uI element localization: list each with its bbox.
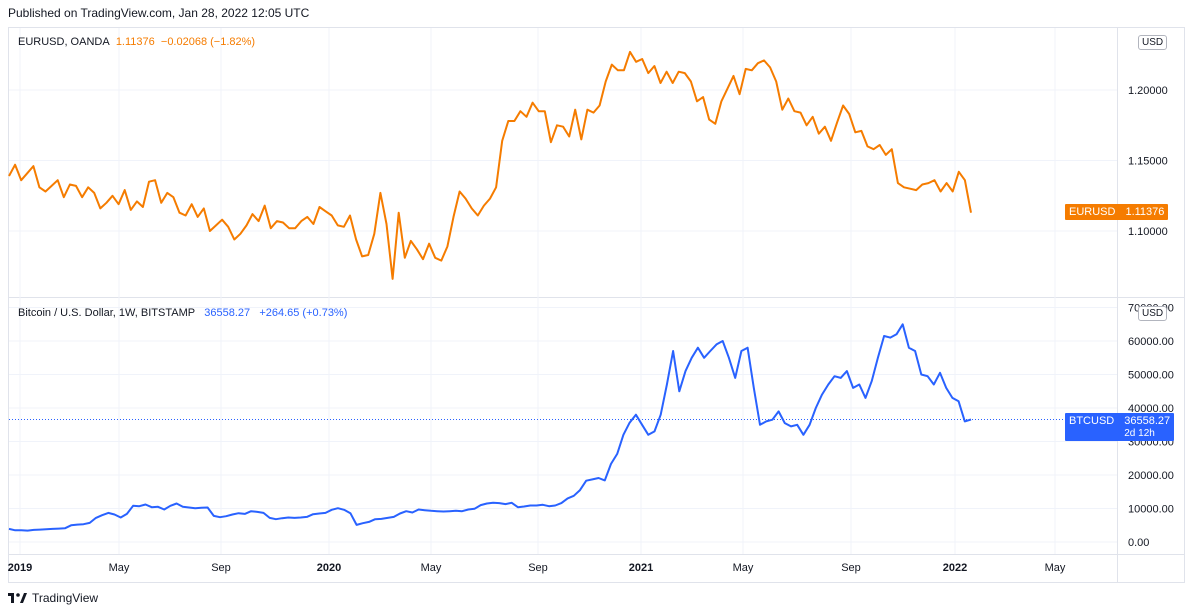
btcusd-currency-label[interactable]: USD (1138, 306, 1168, 321)
x-tick-label: May (421, 562, 442, 574)
tradingview-footer[interactable]: TradingView (8, 591, 98, 605)
btcusd-tag-countdown: 2d 12h (1124, 428, 1155, 439)
eurusd-tag-value: 1.11376 (1125, 206, 1165, 218)
btcusd-y-tick-label: 40000.00 (1128, 403, 1174, 415)
btcusd-price-line (8, 323, 972, 532)
eurusd-y-tick-label: 1.10000 (1128, 226, 1168, 238)
chart-frame[interactable] (8, 27, 1185, 583)
eurusd-legend-change: −0.02068 (−1.82%) (160, 36, 256, 48)
btcusd-legend-name: Bitcoin / U.S. Dollar, 1W, BITSTAMP (18, 307, 196, 319)
eurusd-currency-label[interactable]: USD (1138, 35, 1168, 50)
eurusd-tag-symbol: EURUSD (1069, 206, 1116, 218)
btcusd-y-tick-label: 10000.00 (1128, 504, 1174, 516)
tradingview-logo-icon (8, 593, 27, 603)
btcusd-legend-change: +264.65 (+0.73%) (259, 307, 348, 319)
btcusd-tag-value: 36558.27 (1124, 415, 1171, 427)
btcusd-pane (8, 323, 1117, 532)
eurusd-pane (8, 50, 972, 280)
x-tick-label: 2020 (317, 562, 341, 574)
eurusd-price-line (8, 50, 972, 280)
eurusd-legend-name: EURUSD, OANDA (18, 36, 110, 48)
eurusd-legend: EURUSD, OANDA 1.11376 −0.02068 (−1.82%) (18, 36, 255, 48)
published-header: Published on TradingView.com, Jan 28, 20… (8, 6, 310, 20)
x-tick-label: May (733, 562, 754, 574)
x-tick-label: May (1045, 562, 1066, 574)
x-tick-label: 2022 (943, 562, 967, 574)
x-tick-label: 2021 (629, 562, 653, 574)
btcusd-y-tick-label: 60000.00 (1128, 336, 1174, 348)
eurusd-price-tag: EURUSD 1.11376 (1065, 204, 1169, 220)
btcusd-tag-symbol: BTCUSD (1069, 415, 1115, 427)
x-tick-label: Sep (841, 562, 861, 574)
btcusd-legend: Bitcoin / U.S. Dollar, 1W, BITSTAMP 3655… (18, 307, 347, 319)
btcusd-legend-price: 36558.27 (204, 307, 251, 319)
eurusd-y-tick-label: 1.20000 (1128, 85, 1168, 97)
grid-layer (9, 28, 1185, 583)
x-tick-label: Sep (528, 562, 548, 574)
btcusd-y-tick-label: 0.00 (1128, 537, 1149, 549)
btcusd-price-tag: BTCUSD 36558.27 2d 12h (1065, 413, 1175, 441)
tradingview-brand: TradingView (32, 591, 99, 605)
x-tick-label: May (109, 562, 130, 574)
btcusd-y-tick-label: 50000.00 (1128, 370, 1174, 382)
eurusd-y-tick-label: 1.15000 (1128, 156, 1168, 168)
x-tick-label: Sep (211, 562, 231, 574)
axis-layer: 2019 May Sep 2020 May Sep 2021 May Sep 2022 May 1.1… (8, 85, 1174, 574)
btcusd-y-tick-label: 20000.00 (1128, 470, 1174, 482)
eurusd-legend-price: 1.11376 (115, 36, 155, 48)
x-tick-label: 2019 (8, 562, 32, 574)
